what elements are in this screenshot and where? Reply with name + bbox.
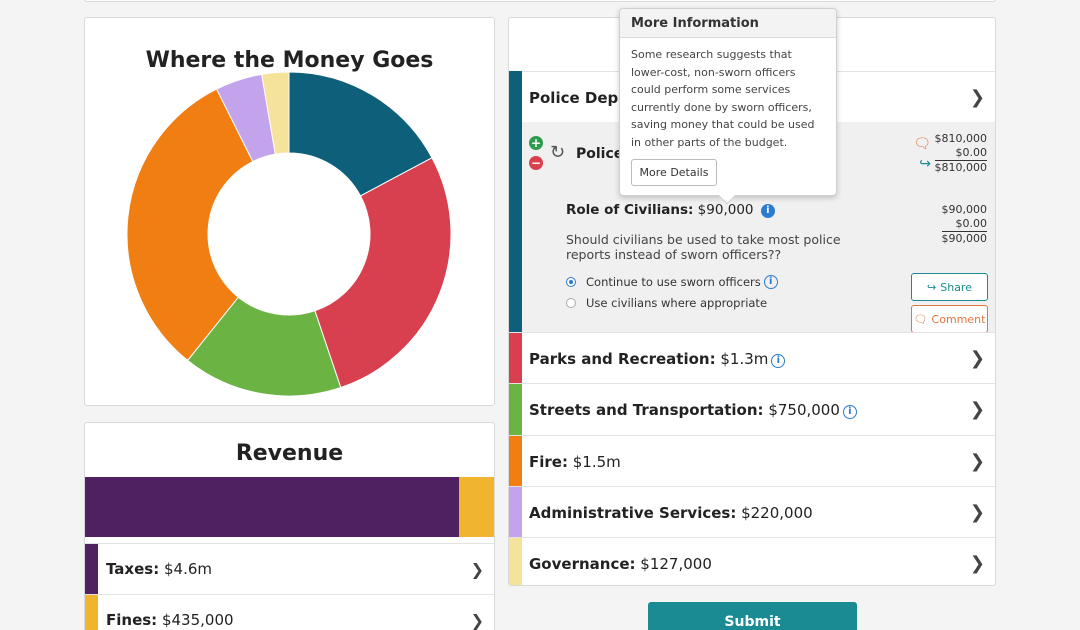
spending-chart-card: Where the Money Goes — [84, 17, 495, 406]
chevron-right-icon: ❯ — [969, 553, 985, 574]
category-row-streets-and-transportation[interactable]: Streets and Transportation: $750,000 i ❯ — [509, 383, 995, 435]
option-label: Use civilians where appropriate — [586, 296, 768, 310]
category-amount: $127,000 — [635, 554, 712, 573]
chevron-right-icon: ❯ — [969, 87, 985, 108]
amount-change: $0.00 — [941, 217, 987, 232]
civilians-amount: $90,000 — [697, 202, 754, 218]
revenue-color-stripe — [85, 544, 98, 594]
category-name: Streets and Transportation: — [529, 400, 764, 419]
category-label: Parks and Recreation: $1.3m i — [529, 349, 786, 368]
category-color-stripe — [509, 487, 522, 538]
revenue-row-fines[interactable]: Fines: $435,000 ❯ — [85, 594, 494, 630]
category-color-stripe — [509, 538, 522, 585]
category-amount: $750,000 — [763, 400, 840, 419]
category-name: Police Depar — [529, 88, 636, 107]
chevron-right-icon: ❯ — [969, 451, 985, 472]
option-sworn-officers[interactable]: Continue to use sworn officers i — [566, 275, 778, 289]
comment-label: Comment — [931, 312, 986, 326]
plus-icon[interactable]: + — [529, 136, 543, 150]
category-name: Administrative Services: — [529, 503, 737, 522]
revenue-color-stripe — [85, 595, 98, 630]
option-label: Continue to use sworn officers — [586, 275, 761, 289]
top-card-edge — [84, 0, 996, 2]
category-row-administrative-services[interactable]: Administrative Services: $220,000 ❯ — [509, 486, 995, 538]
radio-selected[interactable] — [566, 277, 576, 287]
info-icon[interactable]: i — [763, 275, 778, 289]
revenue-title: Revenue — [235, 441, 344, 466]
option-civilians[interactable]: Use civilians where appropriate — [566, 296, 767, 310]
revenue-stacked-bar — [85, 477, 494, 537]
civilians-heading: Role of Civilians: $90,000 i — [566, 202, 775, 218]
share-label: Share — [940, 280, 972, 294]
category-row-fire[interactable]: Fire: $1.5m ❯ — [509, 435, 995, 487]
category-color-stripe — [509, 384, 522, 435]
info-icon[interactable]: i — [760, 204, 775, 218]
donut-slice-police-department[interactable] — [288, 72, 433, 197]
category-row-governance[interactable]: Governance: $127,000 ❯ — [509, 537, 995, 585]
civilians-amounts: $90,000 $0.00 $90,000 — [941, 203, 988, 246]
chart-title: Where the Money Goes — [145, 48, 434, 73]
chevron-right-icon: ❯ — [969, 399, 985, 420]
radio-unselected[interactable] — [566, 298, 576, 308]
amount-current: $90,000 — [941, 203, 988, 216]
police-color-stripe — [509, 71, 522, 333]
comment-icon[interactable]: 🗨 — [913, 136, 931, 152]
civilians-question: Should civilians be used to take most po… — [566, 232, 841, 262]
category-amount: $220,000 — [736, 503, 813, 522]
chevron-right-icon: ❯ — [470, 559, 484, 579]
category-amount: $1.5m — [567, 452, 621, 471]
info-icon[interactable]: i — [842, 404, 857, 419]
category-color-stripe — [509, 333, 522, 384]
donut-slice-fire[interactable] — [127, 88, 254, 362]
police-subitem-name: Police — [576, 146, 624, 162]
chevron-right-icon: ❯ — [969, 502, 985, 523]
revenue-bar-segment-fines — [458, 477, 494, 537]
amount-total: $90,000 — [941, 232, 988, 245]
revenue-amount: $435,000 — [161, 611, 234, 629]
donut-slice-streets-and-transportation[interactable] — [186, 296, 342, 396]
donut-slice-parks-and-recreation[interactable] — [314, 157, 451, 389]
amount-total: $810,000 — [934, 161, 988, 174]
chevron-right-icon: ❯ — [969, 348, 985, 369]
category-name: Fire: — [529, 452, 568, 471]
share-icon[interactable]: ↪ — [919, 156, 931, 172]
revenue-card: Revenue Taxes: $4.6m ❯ Fines: $435,000 ❯ — [84, 422, 495, 630]
share-icon: ↪ — [927, 280, 937, 294]
civilians-title: Role of Civilians: — [566, 202, 694, 218]
tooltip-title: More Information — [620, 9, 836, 38]
comment-icon: 🗨 — [913, 312, 928, 326]
amount-change: $0.00 — [934, 146, 987, 161]
category-name: Governance: — [529, 554, 636, 573]
category-label: Administrative Services: $220,000 — [529, 504, 813, 522]
minus-icon[interactable]: − — [529, 156, 543, 170]
revenue-name: Taxes: — [106, 560, 160, 578]
category-label: Streets and Transportation: $750,000 i — [529, 401, 857, 419]
submit-button[interactable]: Submit — [648, 602, 857, 630]
category-amount: $1.3m — [715, 349, 769, 368]
tooltip-body: Some research suggests that lower-cost, … — [631, 48, 815, 149]
comment-button[interactable]: 🗨 Comment — [911, 305, 988, 333]
category-label: Governance: $127,000 — [529, 555, 712, 573]
info-icon[interactable]: i — [771, 353, 786, 368]
category-color-stripe — [509, 436, 522, 487]
chevron-right-icon: ❯ — [470, 610, 484, 630]
revenue-name: Fines: — [106, 611, 158, 629]
category-name: Parks and Recreation: — [529, 349, 716, 368]
more-information-tooltip: More Information Some research suggests … — [619, 8, 837, 205]
more-details-button[interactable]: More Details — [631, 159, 717, 186]
category-row-parks-and-recreation[interactable]: Parks and Recreation: $1.3m i ❯ — [509, 332, 995, 384]
revenue-row-taxes[interactable]: Taxes: $4.6m ❯ — [85, 543, 494, 594]
revenue-bar-segment-taxes — [85, 477, 459, 537]
category-label: Fire: $1.5m — [529, 453, 621, 471]
spending-donut-chart — [127, 72, 451, 396]
revenue-amount: $4.6m — [163, 560, 212, 578]
donut-slice-governance[interactable] — [261, 72, 290, 155]
share-button[interactable]: ↪ Share — [911, 273, 988, 301]
amount-current: $810,000 — [934, 132, 988, 145]
police-amounts: $810,000 $0.00 $810,000 — [934, 132, 988, 175]
refresh-icon[interactable]: ↻ — [550, 142, 566, 163]
